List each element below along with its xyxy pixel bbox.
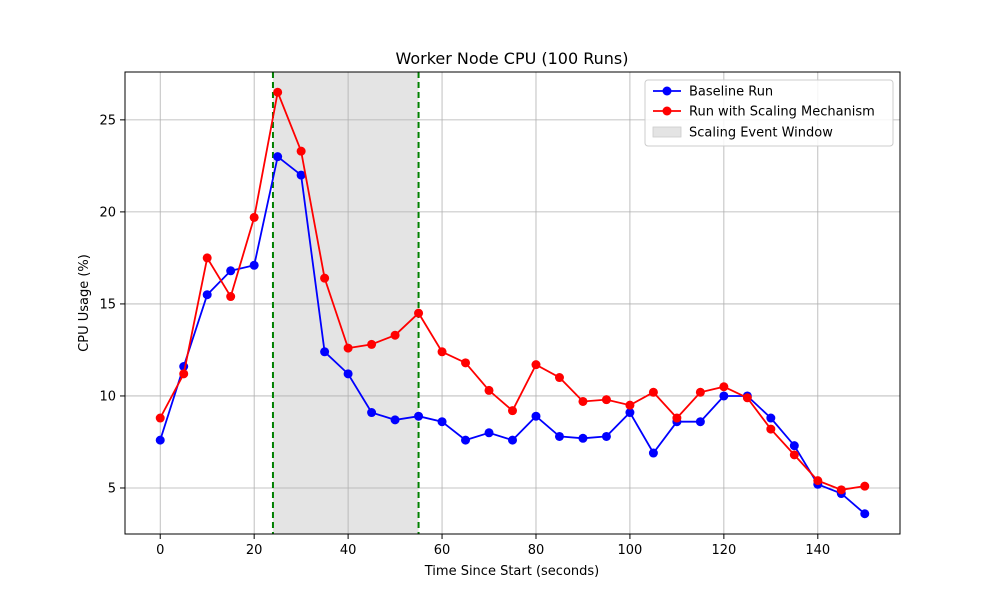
- y-tick-label: 25: [99, 113, 116, 128]
- legend-swatch-window: [652, 126, 682, 138]
- y-axis-label: CPU Usage (%): [77, 254, 92, 352]
- series-2-point: [789, 450, 799, 460]
- x-tick-label: 100: [618, 543, 643, 558]
- series-2-point: [155, 413, 165, 423]
- series-2-point: [273, 87, 283, 97]
- series-2-point: [249, 212, 259, 222]
- y-tick-label: 5: [108, 481, 116, 496]
- x-tick-label: 80: [528, 543, 545, 558]
- series-1-point: [437, 417, 447, 427]
- series-1-point: [648, 448, 658, 458]
- series-1-point: [508, 435, 517, 445]
- series-1-point: [414, 411, 424, 421]
- series-2-point: [836, 485, 846, 495]
- series-2-point: [179, 369, 189, 379]
- legend-marker-1: [662, 86, 672, 96]
- series-1-point: [249, 260, 259, 270]
- series-1-point: [578, 433, 588, 443]
- series-2-point: [695, 387, 705, 397]
- y-tick-label: 15: [99, 297, 116, 312]
- series-1-point: [484, 428, 494, 438]
- legend-label-2: Run with Scaling Mechanism: [689, 105, 875, 120]
- series-1-point: [860, 509, 870, 519]
- x-tick-label: 20: [246, 543, 263, 558]
- y-tick-label: 20: [99, 205, 116, 220]
- scaling-window-region: [272, 72, 419, 534]
- series-line-1: [159, 155, 866, 515]
- series-2-point: [390, 330, 400, 340]
- series-2-point: [601, 395, 611, 405]
- series-1-point: [226, 266, 236, 276]
- series-1-point: [554, 431, 564, 441]
- series-1-point: [320, 347, 330, 357]
- series-2-point: [508, 406, 517, 416]
- series-1-point: [367, 408, 377, 418]
- series-2-point: [578, 396, 588, 406]
- series-1-point: [531, 411, 541, 421]
- series-2-point: [672, 413, 682, 423]
- series-1-point: [461, 435, 471, 445]
- series-1-point: [695, 417, 705, 427]
- series-2-point: [202, 253, 212, 263]
- series-2-point: [461, 358, 471, 368]
- series-2-point: [484, 385, 494, 395]
- series-1-point: [719, 391, 729, 401]
- series-2-point: [766, 424, 776, 434]
- series-1-point: [390, 415, 400, 425]
- series-1-point: [789, 441, 799, 451]
- chart-title: Worker Node CPU (100 Runs): [395, 49, 628, 68]
- series-1-point: [601, 431, 611, 441]
- series-1-point: [296, 170, 306, 180]
- x-axis-label: Time Since Start (seconds): [424, 564, 600, 579]
- y-tick-label: 10: [99, 389, 116, 404]
- series-1-point: [155, 435, 165, 445]
- legend-label-1: Baseline Run: [689, 85, 773, 100]
- series-1-point: [766, 413, 776, 423]
- x-tick-label: 0: [156, 543, 164, 558]
- series-1-point: [625, 408, 635, 418]
- series-2-point: [226, 292, 236, 302]
- series-2-point: [648, 387, 658, 397]
- series-2-point: [625, 400, 635, 410]
- series-2-point: [813, 476, 823, 486]
- series-2-point: [531, 360, 541, 370]
- x-tick-label: 120: [711, 543, 736, 558]
- x-tick-label: 60: [434, 543, 451, 558]
- series-2-point: [742, 393, 752, 403]
- legend-marker-2: [662, 106, 672, 116]
- series-2-point: [554, 373, 564, 383]
- series-2-point: [320, 273, 330, 283]
- plot-frame: [124, 71, 901, 535]
- plot-area: 0 20 40 60 80 100 120 140 5 10 15 20 25: [99, 71, 901, 558]
- series-2-point: [343, 343, 353, 353]
- series-1-point: [343, 369, 353, 379]
- series-2-point: [719, 382, 729, 392]
- series-2-point: [414, 308, 424, 318]
- series-1-point: [202, 290, 212, 300]
- series-2-point: [437, 347, 447, 357]
- series-1-point: [273, 152, 283, 162]
- legend-label-window: Scaling Event Window: [689, 126, 833, 141]
- x-tick-label: 140: [805, 543, 830, 558]
- legend-box: [644, 79, 894, 147]
- series-2-point: [860, 481, 870, 491]
- x-tick-label: 40: [340, 543, 357, 558]
- series-line-2: [159, 88, 865, 491]
- series-2-point: [296, 146, 306, 156]
- series-2-point: [367, 339, 377, 349]
- legend: Baseline Run Run with Scaling Mechanism Sc…: [644, 79, 894, 147]
